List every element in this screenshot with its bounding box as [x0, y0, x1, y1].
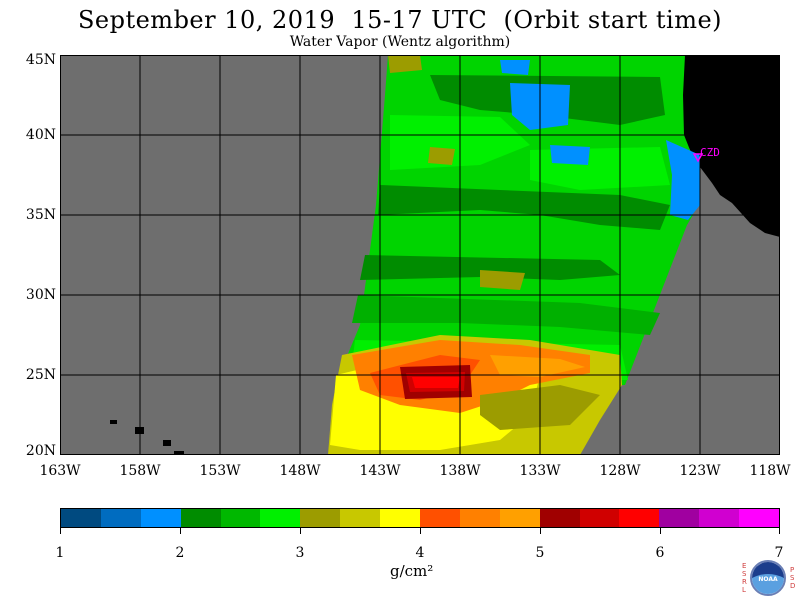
- lon-tick-label: 138W: [439, 463, 481, 479]
- light-orange-region: [490, 355, 585, 377]
- lon-tick-label: 143W: [359, 463, 401, 479]
- colorbar-tick-label: 6: [655, 545, 665, 561]
- blue-patch: [666, 140, 700, 220]
- colorbar-cell: [100, 509, 141, 527]
- blue-patch: [550, 145, 590, 165]
- band-dark-green: [360, 255, 620, 280]
- blue-patch: [500, 60, 530, 75]
- lon-tick-label: 153W: [199, 463, 241, 479]
- colorbar-cell: [380, 509, 421, 527]
- colorbar-tick-mark: [180, 528, 181, 534]
- colorbar-tick-mark: [779, 528, 780, 534]
- colorbar: [60, 508, 780, 528]
- lon-tick-label: 158W: [119, 463, 161, 479]
- colorbar-cell: [140, 509, 181, 527]
- colorbar-cell: [739, 509, 780, 527]
- station-label: CZD: [700, 146, 720, 159]
- colorbar-tick-mark: [660, 528, 661, 534]
- island: [174, 451, 184, 455]
- island: [110, 420, 117, 424]
- lat-tick-label: 25N: [25, 367, 56, 383]
- lon-tick-label: 163W: [39, 463, 81, 479]
- olive-patch: [428, 147, 455, 165]
- map-border: [60, 55, 780, 455]
- colorbar-cell: [699, 509, 740, 527]
- colorbar-cell: [459, 509, 500, 527]
- lon-tick-label: 133W: [519, 463, 561, 479]
- colorbar-cell: [539, 509, 580, 527]
- lat-tick-label: 40N: [25, 127, 56, 143]
- colorbar-cell: [260, 509, 301, 527]
- land-mass: [678, 55, 780, 237]
- lon-tick-label: 128W: [599, 463, 641, 479]
- colorbar-cell: [300, 509, 341, 527]
- colorbar-cell: [499, 509, 540, 527]
- logo-text: NOAA: [758, 576, 778, 583]
- colorbar-cell: [180, 509, 221, 527]
- lat-tick-label: 20N: [25, 443, 56, 459]
- band-mid-green: [352, 295, 660, 335]
- colorbar-cell: [619, 509, 660, 527]
- colorbar-cell: [420, 509, 460, 527]
- colorbar-units: g/cm²: [390, 562, 434, 580]
- island: [163, 440, 171, 446]
- lon-tick-label: 118W: [749, 463, 791, 479]
- olive-patch: [388, 55, 422, 73]
- chart-title: September 10, 2019 15-17 UTC (Orbit star…: [77, 6, 723, 34]
- colorbar-tick-mark: [60, 528, 61, 534]
- colorbar-tick-label: 7: [774, 545, 784, 561]
- lat-tick-label: 45N: [25, 52, 56, 68]
- colorbar-cell: [61, 509, 101, 527]
- lon-tick-label: 148W: [279, 463, 321, 479]
- olive-patch: [480, 270, 525, 290]
- colorbar-tick-label: 1: [55, 545, 65, 561]
- chart-subtitle: Water Vapor (Wentz algorithm): [289, 34, 511, 50]
- colorbar-tick-label: 5: [535, 545, 545, 561]
- bright-red-core: [412, 377, 460, 388]
- colorbar-cell: [220, 509, 261, 527]
- colorbar-tick-mark: [420, 528, 421, 534]
- colorbar-tick-mark: [540, 528, 541, 534]
- lat-tick-label: 30N: [25, 287, 56, 303]
- colorbar-tick-mark: [300, 528, 301, 534]
- colorbar-tick-label: 3: [295, 545, 305, 561]
- colorbar-tick-label: 4: [415, 545, 425, 561]
- colorbar-cell: [340, 509, 381, 527]
- map-grid: [60, 55, 780, 455]
- lon-tick-label: 123W: [679, 463, 721, 479]
- colorbar-cell: [579, 509, 620, 527]
- colorbar-tick-label: 2: [175, 545, 185, 561]
- station-marker-icon: [692, 153, 704, 163]
- lat-tick-label: 35N: [25, 207, 56, 223]
- water-vapor-map: CZD: [60, 55, 780, 455]
- colorbar-cell: [659, 509, 700, 527]
- band-dark-green: [378, 185, 670, 230]
